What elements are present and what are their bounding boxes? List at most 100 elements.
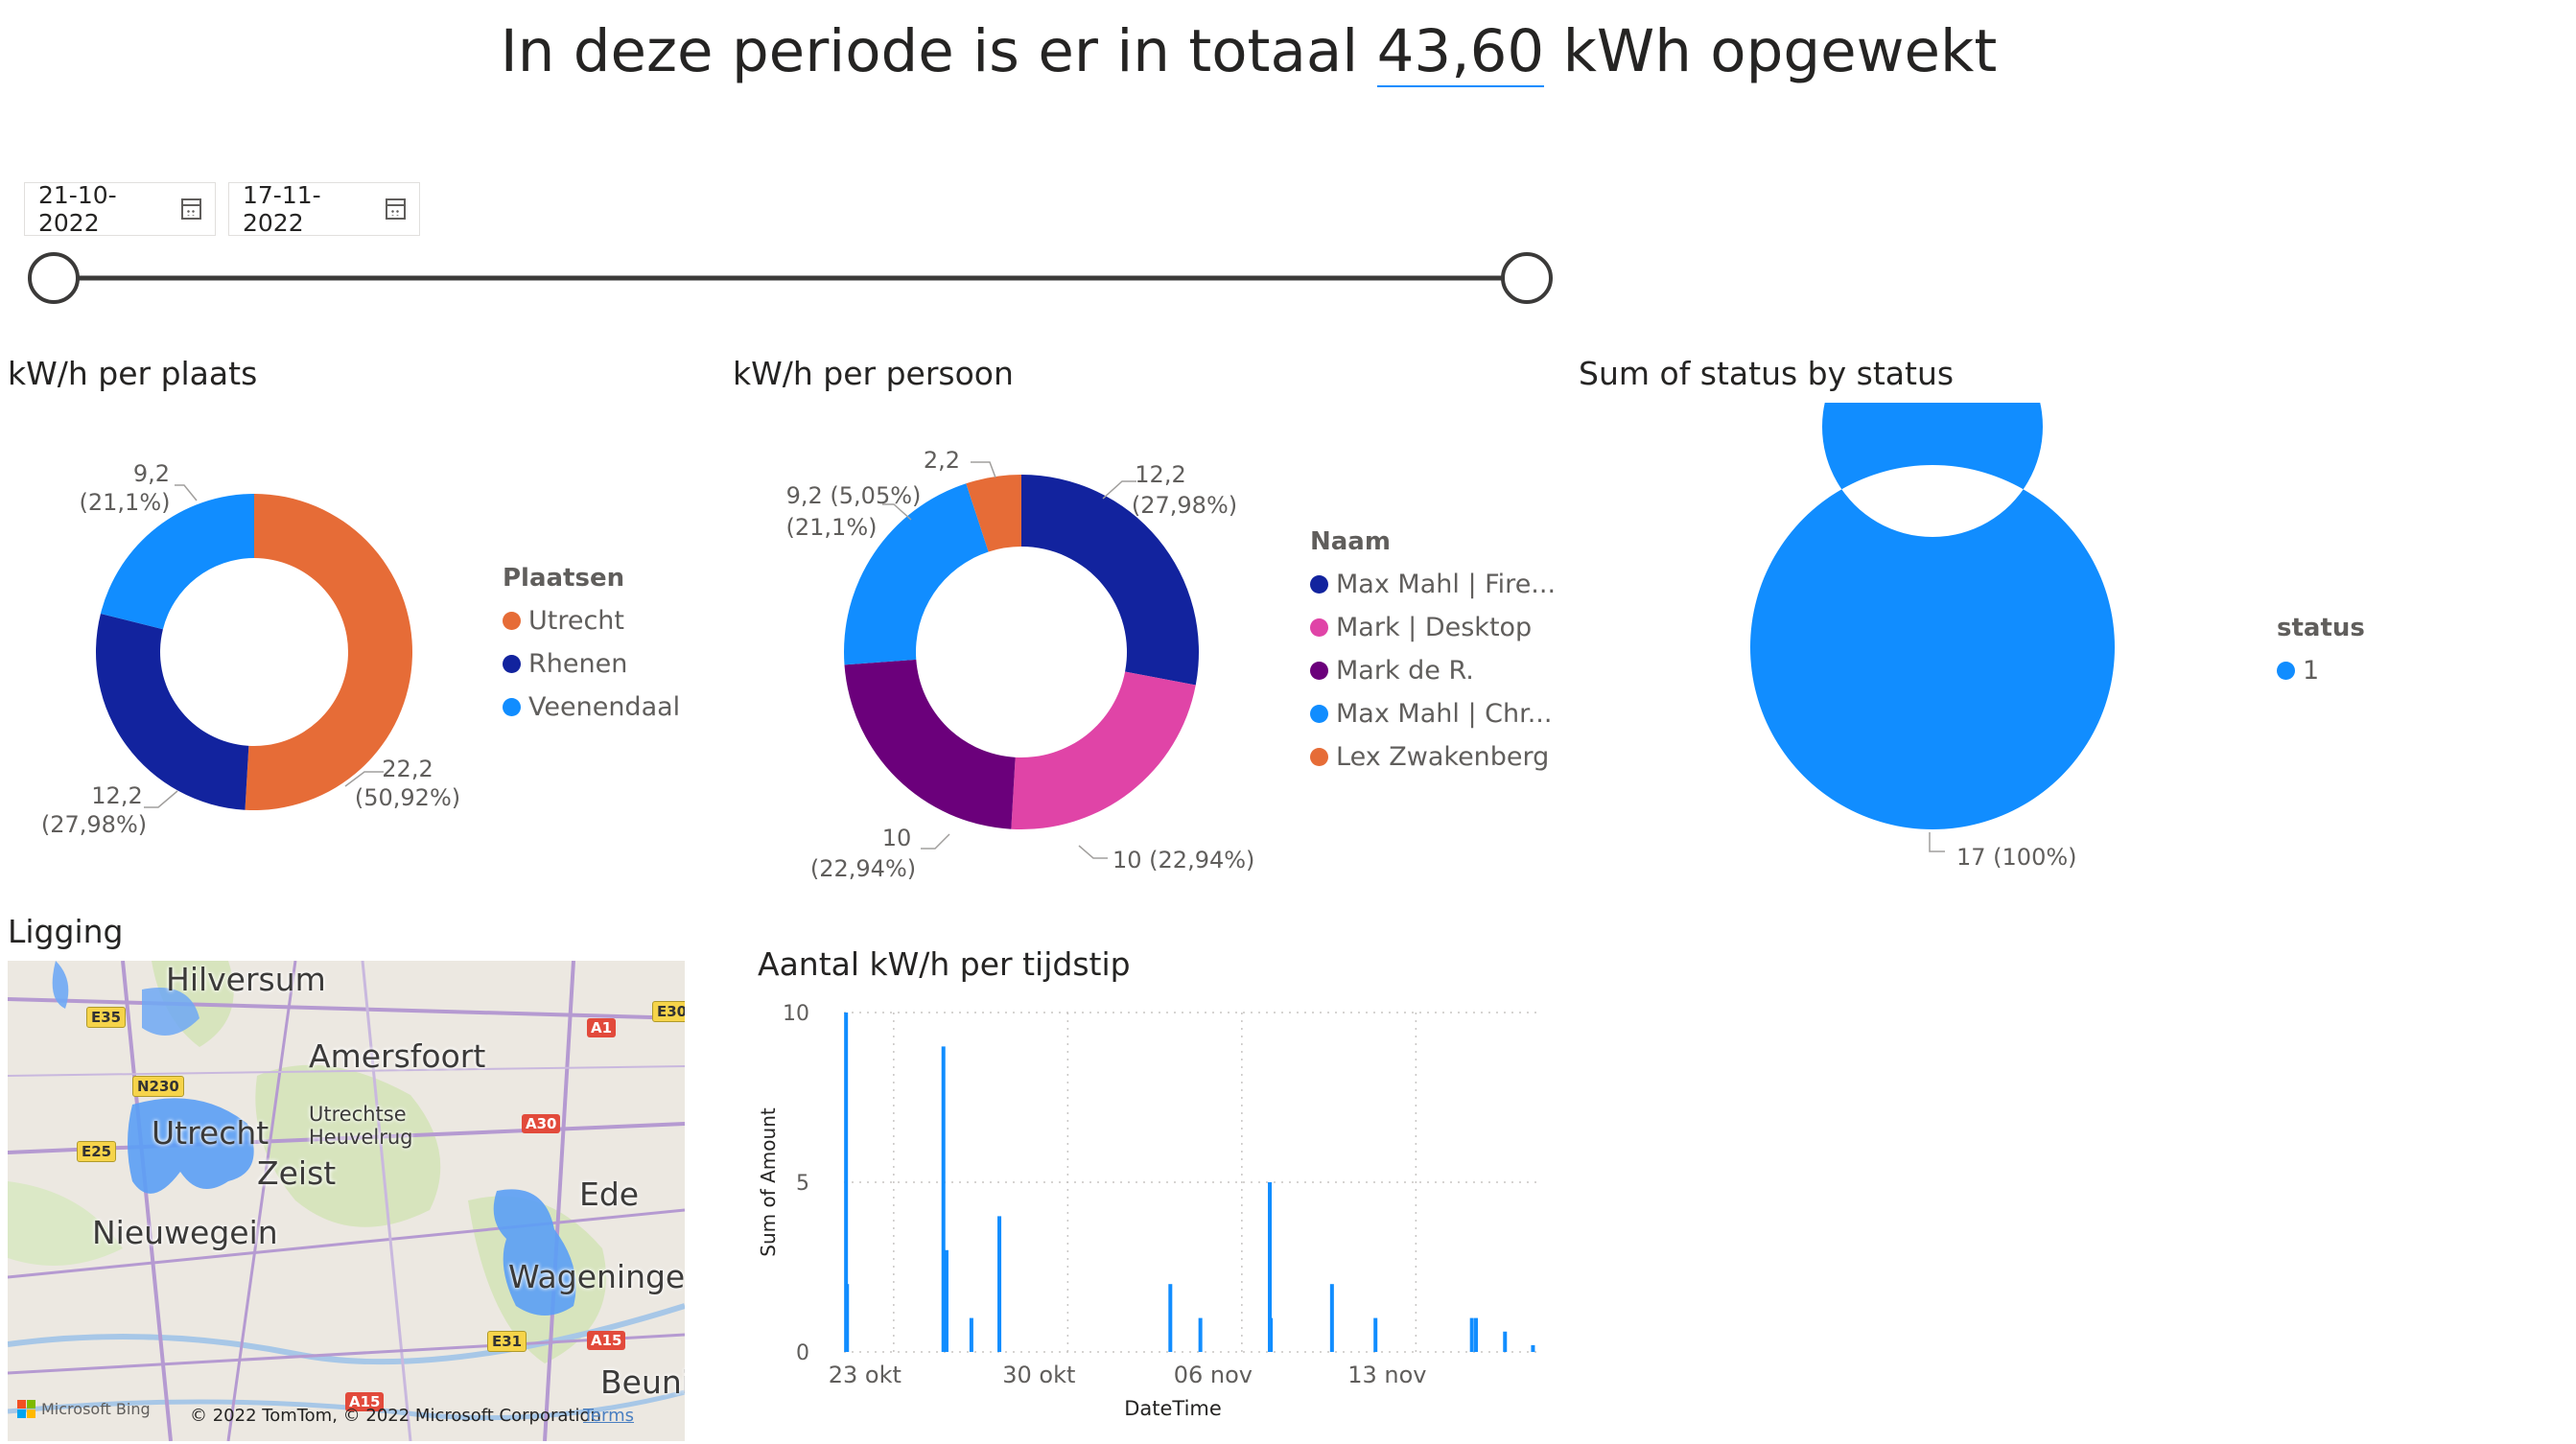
legend-item[interactable]: Rhenen: [503, 649, 680, 679]
legend-item[interactable]: Lex Zwakenberg: [1310, 742, 1556, 772]
title-text-before: In deze periode is er in totaal: [500, 17, 1377, 85]
legend-label: Lex Zwakenberg: [1336, 742, 1550, 772]
x-tick-label: 23 okt: [829, 1362, 902, 1388]
map-city-label: Amersfoort: [309, 1037, 486, 1075]
data-label-leader: [1102, 480, 1136, 500]
road-shield: A30: [522, 1114, 561, 1133]
data-label-leader: [144, 790, 178, 808]
donut-slice[interactable]: [844, 483, 989, 665]
data-label-leader: [1929, 832, 1945, 852]
legend-label: Mark de R.: [1336, 656, 1474, 686]
date-range-slider[interactable]: [19, 245, 1573, 313]
data-label: 12,2: [1135, 461, 1185, 488]
legend-label: Max Mahl | Chr...: [1336, 699, 1553, 729]
data-label-leader: [344, 771, 384, 787]
legend-dot-icon: [1310, 618, 1328, 637]
legend-dot-icon: [1310, 705, 1328, 723]
y-tick-label: 0: [796, 1341, 809, 1365]
place-legend: Plaatsen Utrecht Rhenen Veenendaal: [503, 564, 680, 722]
place-donut-chart[interactable]: 22,2(50,92%) 12,2(27,98%) 9,2(21,1%): [0, 403, 691, 901]
bar[interactable]: [941, 1046, 946, 1352]
data-label-leader: [971, 461, 996, 478]
start-date-input[interactable]: 21-10-2022: [24, 181, 216, 237]
bar[interactable]: [1329, 1284, 1334, 1352]
status-legend: status 1: [2277, 614, 2365, 686]
bar[interactable]: [1469, 1317, 1474, 1352]
road-shield: A1: [587, 1018, 617, 1037]
bar[interactable]: [1168, 1284, 1173, 1352]
bar[interactable]: [844, 1013, 849, 1352]
legend-item[interactable]: Max Mahl | Chr...: [1310, 699, 1556, 729]
legend-title: Naam: [1310, 527, 1391, 556]
bar[interactable]: [997, 1216, 1002, 1352]
slider-end-handle[interactable]: [1501, 252, 1553, 304]
data-label: 12,2: [91, 782, 142, 809]
legend-item[interactable]: Veenendaal: [503, 692, 680, 722]
data-label: 10 (22,94%): [1112, 847, 1254, 873]
data-label: (22,94%): [810, 855, 916, 882]
donut-slice[interactable]: [245, 494, 412, 810]
legend-item[interactable]: Utrecht: [503, 606, 680, 636]
legend-dot-icon: [1310, 575, 1328, 594]
legend-title: status: [2277, 614, 2365, 642]
legend-dot-icon: [503, 655, 521, 673]
donut-slice[interactable]: [966, 475, 1021, 552]
legend-item[interactable]: Max Mahl | Fire...: [1310, 570, 1556, 599]
data-label: (50,92%): [355, 784, 460, 811]
donut-slice[interactable]: [1011, 671, 1196, 829]
data-label-leader: [921, 833, 950, 850]
data-label: (21,1%): [786, 514, 878, 541]
legend-label: Max Mahl | Fire...: [1336, 570, 1557, 599]
map-city-label: Hilversum: [166, 961, 326, 998]
time-bar-chart[interactable]: 0 5 10 23 okt 30 okt 06 nov 13 nov DateTime Sum …: [748, 988, 1554, 1438]
map-city-label: Zeist: [257, 1154, 337, 1192]
total-kwh-value: 43,60: [1376, 17, 1545, 88]
bar[interactable]: [944, 1249, 948, 1352]
title-text-after: kWh opgewekt: [1544, 17, 1998, 85]
bar[interactable]: [969, 1317, 973, 1352]
road-shield: A15: [587, 1331, 626, 1350]
location-map[interactable]: Hilversum Amersfoort Utrecht Zeist Nieuw…: [8, 961, 685, 1441]
donut-slice[interactable]: [95, 613, 249, 810]
donut-slice[interactable]: [100, 494, 254, 630]
donut-slice[interactable]: [844, 659, 1016, 829]
data-label-leader: [1078, 845, 1108, 859]
person-legend: Naam Max Mahl | Fire... Mark | Desktop Mar…: [1310, 527, 1556, 772]
bar[interactable]: [1474, 1317, 1479, 1352]
x-tick-label: 06 nov: [1174, 1362, 1253, 1388]
bar[interactable]: [1531, 1344, 1535, 1352]
bar[interactable]: [845, 1284, 850, 1352]
end-date-input[interactable]: 17-11-2022: [228, 181, 420, 237]
bar[interactable]: [1268, 1182, 1273, 1352]
road-shield: A15: [345, 1392, 385, 1411]
legend-item[interactable]: Mark | Desktop: [1310, 613, 1556, 642]
road-shield: E30: [652, 1001, 685, 1022]
place-chart-title: kW/h per plaats: [8, 355, 258, 392]
calendar-icon[interactable]: [180, 198, 201, 220]
bar[interactable]: [1269, 1317, 1274, 1352]
map-terms-link[interactable]: Terms: [583, 1406, 635, 1426]
map-city-label: Beuni: [600, 1363, 685, 1401]
legend-item[interactable]: 1: [2277, 656, 2365, 686]
calendar-icon[interactable]: [385, 198, 406, 220]
map-city-label: Nieuwegein: [92, 1214, 278, 1251]
slider-start-handle[interactable]: [28, 252, 80, 304]
donut-slice[interactable]: [1021, 475, 1199, 686]
map-area-label: Utrechtse Heuvelrug: [309, 1103, 413, 1149]
legend-item[interactable]: Mark de R.: [1310, 656, 1556, 686]
map-attribution: © 2022 TomTom, © 2022 Microsoft Corporat…: [190, 1406, 601, 1426]
person-donut-chart[interactable]: 12,2 (27,98%) 10 (22,94%) 10 (22,94%) 9,2 (5,…: [729, 403, 1285, 901]
person-chart-title: kW/h per persoon: [733, 355, 1014, 392]
data-label: 2,2: [924, 447, 960, 474]
y-tick-label: 10: [783, 1002, 809, 1026]
legend-dot-icon: [503, 612, 521, 630]
map-city-label: Ede: [579, 1176, 640, 1213]
bar[interactable]: [1373, 1317, 1378, 1352]
bar[interactable]: [1198, 1317, 1203, 1352]
status-donut-chart[interactable]: 17 (100%): [1707, 403, 2283, 901]
donut-slice[interactable]: [1749, 403, 2115, 829]
legend-label: Mark | Desktop: [1336, 613, 1533, 642]
bar[interactable]: [1503, 1331, 1508, 1352]
legend-label: Rhenen: [528, 649, 628, 679]
y-tick-label: 5: [796, 1172, 809, 1196]
